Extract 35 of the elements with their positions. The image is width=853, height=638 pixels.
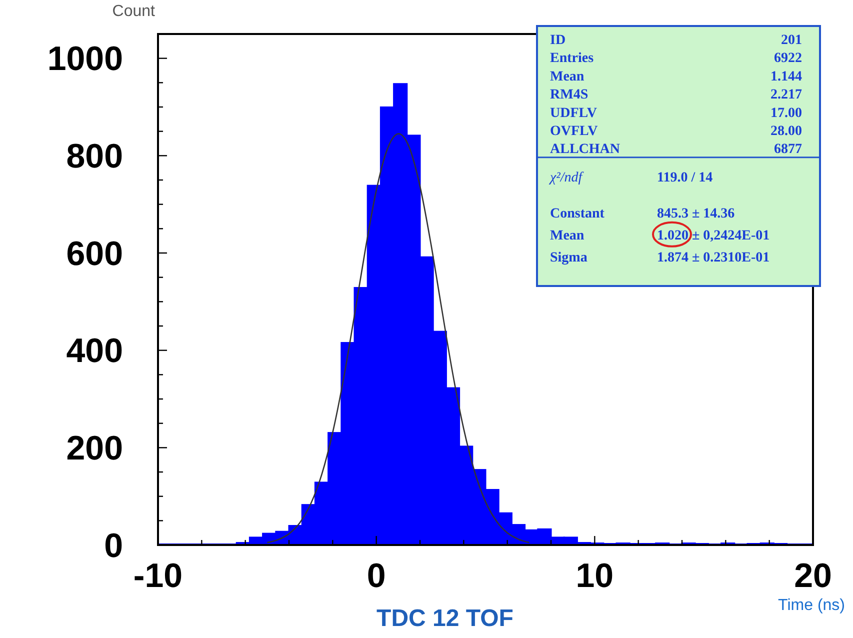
annotation: OVFLV	[550, 124, 598, 139]
annotation: 6922	[774, 51, 802, 66]
annotation: Entries	[550, 51, 594, 66]
y-tick-label: 400	[66, 332, 123, 370]
annotation: RM4S	[550, 88, 588, 103]
x-tick-label: 20	[794, 557, 832, 595]
annotation: Constant	[550, 206, 605, 222]
annotation: 17.00	[770, 106, 802, 121]
annotation: 28.00	[770, 124, 802, 139]
y-axis-title: Count	[112, 3, 156, 20]
x-tick-label: 0	[366, 557, 386, 595]
annotation: 6877	[774, 142, 802, 158]
annotation: ID	[550, 33, 566, 48]
annotation: χ²/ndf	[548, 170, 584, 186]
y-tick-label: 200	[66, 430, 123, 468]
annotation: 1.874 ± 0.2310E-01	[657, 250, 770, 266]
y-tick-label: 800	[66, 138, 123, 176]
x-tick-label: -10	[133, 557, 183, 595]
annotation: Mean	[550, 69, 584, 84]
annotation: 201	[781, 33, 802, 48]
annotation: 1.020 ± 0,2424E-01	[657, 228, 770, 244]
y-tick-label: 0	[104, 526, 123, 565]
annotation: ALLCHAN	[550, 142, 620, 158]
annotation: 845.3 ± 14.36	[657, 206, 735, 222]
text: TDC 12 TOF	[376, 605, 514, 632]
annotation: Sigma	[550, 250, 588, 266]
annotation: UDFLV	[550, 106, 597, 121]
y-tick-label: 600	[66, 234, 123, 273]
y-tick-label: 1000	[47, 40, 123, 78]
annotation: Mean	[550, 228, 584, 244]
x-tick-label: 10	[576, 557, 614, 595]
annotation: 119.0 / 14	[657, 170, 713, 186]
annotation: 1.144	[770, 69, 802, 84]
x-axis-title: Time (ns)	[778, 597, 845, 614]
annotation: 2.217	[770, 88, 802, 103]
